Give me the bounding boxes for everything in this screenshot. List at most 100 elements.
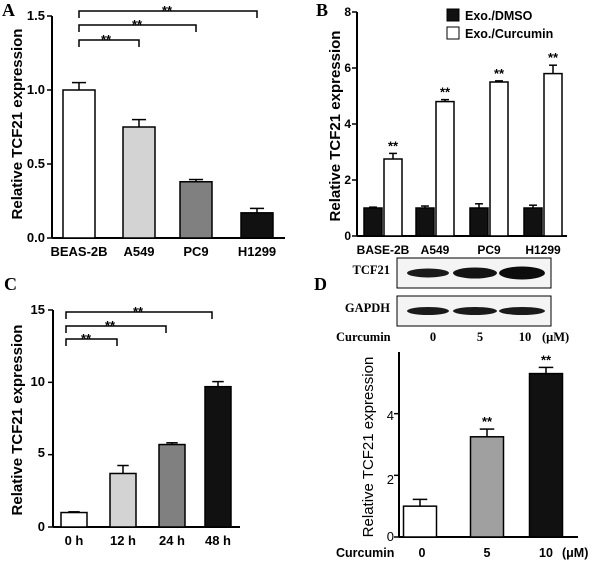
panel-c-bar	[204, 385, 232, 528]
panel-a-bar	[179, 181, 213, 239]
panel-b-bar-sig-label: **	[388, 138, 399, 153]
panel-d-xticks: 0 5 10	[419, 546, 553, 560]
panel-b-ytick: 4	[344, 117, 351, 131]
panel-c-bar	[60, 511, 88, 528]
panel-c-yticks: 0 5 10 15	[31, 302, 45, 534]
panel-letter-c: C	[4, 274, 17, 294]
panel-c-bar	[158, 443, 186, 528]
panel-c-ytick: 5	[38, 445, 45, 460]
panel-b-bar	[363, 207, 383, 237]
panel-b-bar-sig-label: **	[548, 50, 559, 65]
panel-d-ylabel: Relative TCF21 expression	[360, 357, 377, 538]
panel-a-chart: Relative TCF21 expression 0.0 0.5 1.0 1.…	[9, 3, 285, 259]
panel-b-ytick: 8	[344, 5, 351, 19]
panel-d-bar	[402, 505, 438, 538]
panel-b-bar	[383, 158, 403, 237]
panel-c-xtick: 24 h	[159, 533, 185, 548]
panel-a-ytick: 1.0	[27, 82, 45, 97]
panel-a-plot-area	[47, 10, 285, 239]
panel-b-xtick: A549	[421, 243, 450, 257]
panel-b-plot-area: ** ** ** **	[352, 11, 567, 237]
panel-c-chart: Relative TCF21 expression 0 5 10 15 0 h …	[9, 302, 240, 548]
panel-d-xtick: 10	[539, 546, 553, 560]
panel-d-yticks: 0 2 4	[387, 408, 394, 544]
panel-d-bar-sig-label: **	[482, 414, 493, 429]
panel-b-bar	[489, 81, 509, 237]
panel-a-sig-bracket	[78, 24, 197, 32]
panel-b-ytick: 2	[344, 173, 351, 187]
panel-c-sig-bracket	[65, 311, 213, 319]
panel-a-sig-bracket	[78, 39, 140, 47]
legend-label-curcumin: Exo./Curcumin	[465, 27, 553, 41]
panel-b-ytick: 6	[344, 61, 351, 75]
legend-swatch-dmso	[446, 8, 460, 22]
blot-band	[499, 307, 545, 315]
panel-letter-b: B	[316, 0, 328, 20]
panel-a-ytick: 0.0	[27, 230, 45, 245]
panel-a-xtick: BEAS-2B	[50, 244, 107, 259]
panel-b-bar	[543, 72, 563, 237]
panel-d-xtick: 0	[419, 546, 426, 560]
panel-b-yticks: 0 2 4 6 8	[344, 5, 351, 243]
blot-unit: (μM)	[542, 330, 569, 344]
blot-band	[407, 268, 449, 278]
western-blot: TCF21 GAPDH Curcumin 0 5 10 (μM)	[336, 257, 569, 344]
panel-b-chart: Relative TCF21 expression 0 2 4 6 8 BASE…	[327, 5, 567, 257]
panel-d-xtick: 5	[484, 546, 491, 560]
panel-c-xtick: 0 h	[65, 533, 84, 548]
blot-dose: 5	[477, 330, 483, 344]
panel-c-bar	[109, 472, 137, 528]
legend-label-dmso: Exo./DMSO	[465, 9, 533, 23]
panel-c-xtick: 48 h	[205, 533, 231, 548]
blot-dose: 10	[519, 330, 532, 344]
panel-d-ytick: 4	[387, 408, 394, 423]
panel-b-bar	[469, 207, 489, 237]
panel-d-x-unit: (μM)	[562, 546, 588, 560]
panel-b-bar	[435, 100, 455, 237]
panel-d-bar	[528, 372, 564, 538]
panel-c-xticks: 0 h 12 h 24 h 48 h	[65, 533, 231, 548]
legend-swatch-curcumin	[446, 26, 460, 40]
panel-d-plot-area: ** **	[394, 352, 578, 538]
blot-band	[407, 307, 449, 315]
panel-d-bar	[469, 436, 505, 538]
panel-letter-d: D	[314, 274, 327, 294]
panel-d-ytick: 0	[387, 529, 394, 544]
panel-a-bar	[240, 212, 274, 239]
blot-band	[499, 266, 545, 280]
panel-c-ytick: 0	[38, 519, 45, 534]
panel-b-xtick: PC9	[477, 243, 501, 257]
blot-label-tcf21: TCF21	[353, 263, 391, 277]
panel-b-ytick: 0	[344, 229, 351, 243]
panel-a-bar	[122, 126, 156, 239]
panel-letter-a: A	[2, 0, 15, 20]
panel-c-sig-bracket	[65, 338, 118, 346]
blot-band	[453, 307, 497, 315]
panel-c-sig-bracket	[65, 325, 167, 333]
panel-d-ytick: 2	[387, 472, 394, 487]
panel-b-bar-sig-label: **	[494, 66, 505, 81]
panel-b-ylabel: Relative TCF21 expression	[327, 31, 344, 222]
blot-dose: 0	[430, 330, 436, 344]
blot-band	[453, 267, 497, 279]
panel-b-bar	[415, 207, 435, 237]
panel-d-chart: Relative TCF21 expression 0 2 4 Curcumin…	[336, 352, 588, 560]
panel-c-ylabel: Relative TCF21 expression	[9, 325, 26, 516]
panel-c-xtick: 12 h	[110, 533, 136, 548]
panel-a-sig-bracket	[78, 10, 258, 18]
panel-d-bar-sig-label: **	[541, 352, 552, 367]
panel-c-ytick: 10	[31, 374, 45, 389]
panel-a-xtick: H1299	[238, 244, 276, 259]
panel-b-legend: Exo./DMSO Exo./Curcumin	[446, 8, 553, 41]
panel-a-xticks: BEAS-2B A549 PC9 H1299	[50, 244, 276, 259]
panel-a-yticks: 0.0 0.5 1.0 1.5	[27, 8, 45, 245]
panel-a-bar	[62, 89, 96, 239]
panel-b-xtick: H1299	[525, 243, 561, 257]
panel-a-xtick: PC9	[183, 244, 208, 259]
panel-b-xtick: BASE-2B	[357, 243, 410, 257]
panel-b-bar	[523, 207, 543, 237]
blot-treatment-label: Curcumin	[336, 330, 391, 344]
panel-a-ytick: 0.5	[27, 156, 45, 171]
panel-a-ytick: 1.5	[27, 8, 45, 23]
